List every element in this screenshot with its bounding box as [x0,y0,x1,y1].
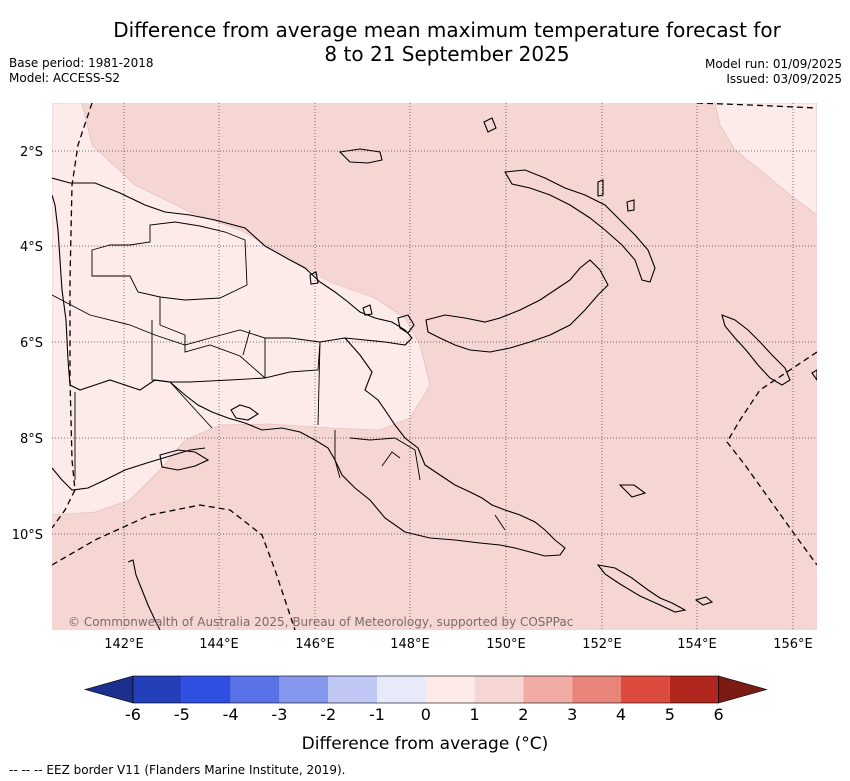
colorbar-tick-label: 1 [470,705,480,724]
lon-tick-label: 154°E [677,637,717,652]
colorbar-tick-label: 0 [421,705,431,724]
colorbar-segment [181,676,231,703]
bougainville-coast [721,314,791,386]
colorbar-tick-label: -6 [125,705,141,724]
colorbar-segment [425,676,475,703]
lon-tick-label: 156°E [773,637,813,652]
colorbar-segment [669,676,719,703]
title-line-1: Difference from average mean maximum tem… [113,18,781,42]
lat-tick-label: 8°S [20,432,43,447]
lon-tick-label: 148°E [390,637,430,652]
issued-date: Issued: 03/09/2025 [726,72,842,86]
lat-tick-label: 2°S [20,145,43,160]
colorbar-segment [474,676,524,703]
colorbar-segment [279,676,329,703]
lon-tick-label: 144°E [199,637,239,652]
colorbar-tick-label: -3 [271,705,287,724]
colorbar-tick-label: -5 [174,705,190,724]
colorbar-tick-label: -2 [320,705,336,724]
colorbar-extend-high [718,675,768,704]
colorbar-tick-label: 6 [714,705,724,724]
new-britain-coast [425,259,609,353]
lon-tick-label: 152°E [582,637,622,652]
colorbar-tick-label: 2 [518,705,528,724]
internal-borders [52,221,506,531]
meta-right: Model run: 01/09/2025 Issued: 03/09/2025 [705,57,842,87]
eez-borders [52,103,817,630]
colorbar-segment [621,676,670,703]
base-period: Base period: 1981-2018 [9,56,154,70]
colorbar-segment [377,676,426,703]
lon-tick-label: 142°E [104,637,144,652]
colorbar-outline [132,675,719,704]
colorbar: -6 -5 -4 -3 -2 -1 0 1 2 3 4 5 6 [83,675,768,724]
colorbar-extend-low [83,675,134,704]
anomaly-region-0-to-1-northeast [714,103,817,216]
lon-tick-label: 146°E [295,637,335,652]
model-run: Model run: 01/09/2025 [704,57,842,71]
lon-tick-label: 150°E [486,637,526,652]
cape-york-coast [127,559,161,630]
colorbar-segment [572,676,621,703]
model-name: Model: ACCESS-S2 [9,71,121,85]
colorbar-tick-label: 3 [567,705,577,724]
colorbar-segment [133,676,182,703]
meta-left: Base period: 1981-2018 Model: ACCESS-S2 [9,56,154,86]
latitude-labels: 2°S 4°S 6°S 8°S 10°S [12,145,43,543]
graticule [52,103,817,630]
colorbar-segment [523,676,573,703]
colorbar-tick-label: -4 [223,705,239,724]
colorbar-tick-label: -1 [369,705,385,724]
colorbar-segment [328,676,377,703]
lat-tick-label: 10°S [12,528,43,543]
map-title: Difference from average mean maximum tem… [0,18,850,66]
title-line-2: 8 to 21 September 2025 [324,42,570,66]
coastlines [52,117,817,630]
longitude-labels: 142°E 144°E 146°E 148°E 150°E 152°E 154°… [104,637,813,652]
copyright-notice: © Commonwealth of Australia 2025, Bureau… [68,615,573,629]
new-ireland-coast [504,169,656,283]
map-body: © Commonwealth of Australia 2025, Bureau… [52,103,817,630]
lat-tick-label: 4°S [20,240,43,255]
colorbar-tick-label: 4 [616,705,626,724]
lat-tick-label: 6°S [20,336,43,351]
colorbar-segment [230,676,280,703]
colorbar-tick-label: 5 [665,705,675,724]
colorbar-label: Difference from average (°C) [302,734,549,754]
eez-footnote: -- -- -- EEZ border V11 (Flanders Marine… [9,763,346,777]
